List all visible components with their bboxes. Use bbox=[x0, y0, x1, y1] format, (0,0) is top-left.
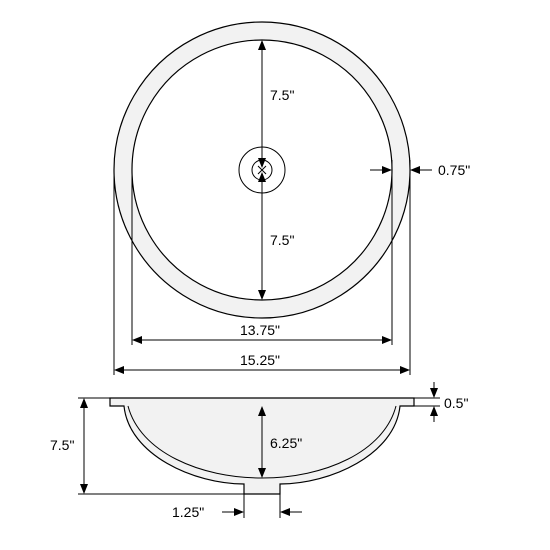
label-rim-thickness: 0.75" bbox=[438, 162, 470, 178]
label-drain-width: 1.25" bbox=[172, 504, 204, 520]
side-view: 0.5" 6.25" 7.5" 1.25" bbox=[50, 382, 468, 520]
label-total-height: 7.5" bbox=[50, 437, 74, 453]
dim-inner-diameter: 13.75" bbox=[132, 322, 392, 344]
dim-radius-bottom: 7.5" bbox=[258, 172, 294, 300]
label-radius-bottom: 7.5" bbox=[270, 232, 294, 248]
label-inner-diameter: 13.75" bbox=[240, 322, 280, 338]
label-rim-height: 0.5" bbox=[444, 395, 468, 411]
dim-outer-diameter: 15.25" bbox=[114, 352, 410, 374]
label-bowl-depth: 6.25" bbox=[270, 435, 302, 451]
dim-drain-width: 1.25" bbox=[172, 494, 302, 520]
dim-rim-height: 0.5" bbox=[414, 382, 468, 422]
label-outer-diameter: 15.25" bbox=[240, 352, 280, 368]
sink-dimension-diagram: 7.5" 7.5" 0.75" bbox=[0, 0, 550, 550]
label-radius-top: 7.5" bbox=[270, 87, 294, 103]
top-view: 7.5" 7.5" 0.75" bbox=[114, 22, 470, 375]
dim-rim-thickness: 0.75" bbox=[370, 160, 470, 180]
dim-radius-top: 7.5" bbox=[258, 40, 294, 168]
